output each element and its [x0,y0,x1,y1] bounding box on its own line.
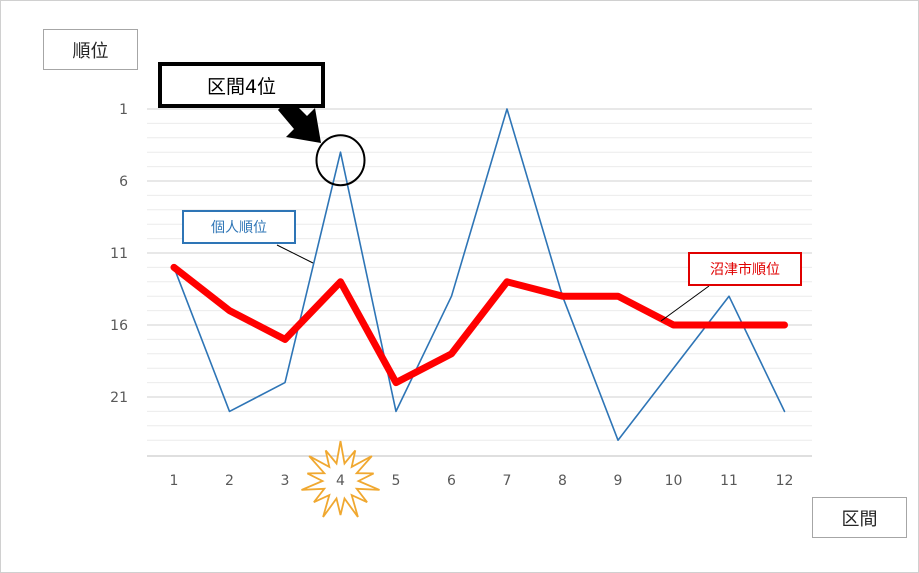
series-label-personal-rank: 個人順位 [182,210,296,244]
gridlines [147,108,812,441]
x-tick-label: 10 [665,473,683,489]
x-tick-label: 6 [447,473,456,489]
x-tick-label: 9 [614,473,623,489]
series-lines [170,108,788,441]
series-line-personal-rank [173,108,786,441]
y-tick-label: 21 [110,390,128,406]
annotations [276,98,710,518]
leader-line-city [660,285,710,322]
x-tick-label: 1 [170,473,179,489]
x-tick-label: 11 [720,473,738,489]
x-tick-label: 4 [336,473,345,489]
callout-arrow-icon [278,98,321,143]
y-axis-title: 順位 [43,29,138,70]
x-tick-label: 3 [281,473,290,489]
series-label-city-rank: 沼津市順位 [688,252,802,286]
x-tick-label: 7 [503,473,512,489]
y-tick-label: 1 [119,102,128,118]
x-tick-label: 5 [392,473,401,489]
series-line-city-rank [170,263,788,387]
x-axis-title: 区間 [812,497,907,538]
starburst-icon [301,440,380,518]
leader-line-personal [276,244,314,264]
y-tick-label: 6 [119,174,128,190]
x-tick-label: 2 [225,473,234,489]
highlight-callout: 区間4位 [158,62,325,108]
y-tick-label: 16 [110,318,128,334]
highlight-circle [315,134,366,187]
y-tick-label: 11 [110,246,128,262]
x-tick-label: 8 [558,473,567,489]
x-tick-label: 12 [776,473,794,489]
